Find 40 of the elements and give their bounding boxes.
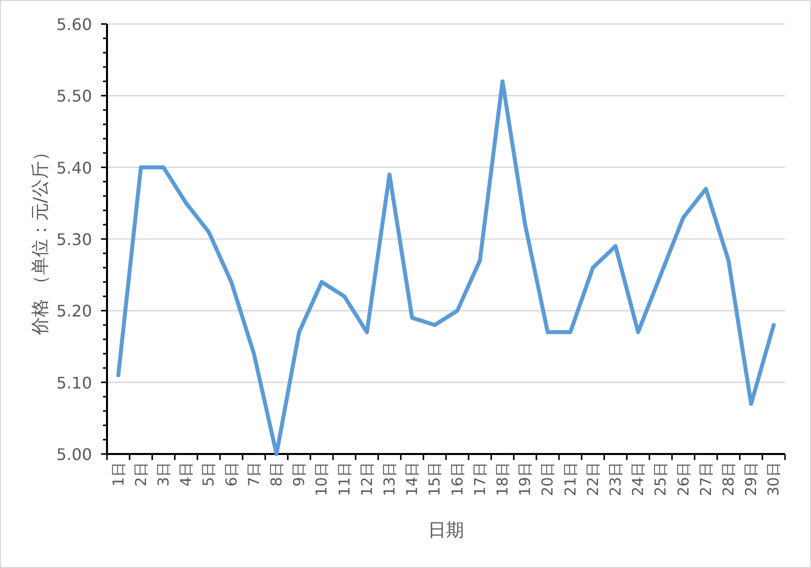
y-tick-label: 5.30: [56, 230, 92, 249]
x-tick-label: 13日: [380, 462, 398, 496]
x-tick-label: 18日: [494, 462, 512, 496]
y-tick-label: 5.50: [56, 86, 92, 106]
y-tick-label: 5.10: [56, 373, 92, 392]
x-tick-label: 2日: [132, 462, 150, 487]
y-axis-title: 价格 （单位：元/公斤）: [30, 143, 51, 336]
x-tick-label: 20日: [538, 462, 557, 496]
x-tick-label: 6日: [222, 462, 240, 487]
x-tick-label: 10日: [312, 462, 331, 496]
x-tick-label: 17日: [470, 462, 489, 496]
x-tick-label: 14日: [403, 462, 422, 496]
y-tick-label: 5.00: [56, 445, 92, 464]
x-tick-label: 9日: [290, 462, 308, 487]
x-tick-label: 15日: [426, 462, 444, 496]
x-tick-label: 1日: [109, 462, 128, 487]
y-tick-label: 5.20: [56, 302, 92, 321]
line-series: [116, 79, 776, 456]
x-tick-label: 25日: [652, 462, 670, 496]
y-tick-label: 5.40: [56, 158, 92, 178]
y-tick-label: 5.60: [56, 15, 92, 34]
x-tick-label: 29日: [742, 462, 760, 496]
x-tick-label: 24日: [629, 462, 648, 496]
x-tick-label: 23日: [606, 462, 624, 496]
x-tick-label: 27日: [696, 462, 715, 496]
x-tick-label: 22日: [584, 462, 602, 496]
x-tick-label: 26日: [674, 462, 692, 496]
x-axis-title: 日期: [428, 520, 464, 541]
x-tick-label: 19日: [516, 462, 534, 496]
x-tick-label: 16日: [448, 462, 466, 496]
x-tick-label: 4日: [177, 462, 196, 487]
x-tick-label: 3日: [154, 462, 172, 487]
x-tick-label: 30日: [764, 462, 783, 496]
x-tick-label: 8日: [268, 462, 286, 487]
x-tick-label: 7日: [244, 462, 263, 487]
x-tick-label: 12日: [358, 462, 376, 496]
x-tick-label: 21日: [561, 462, 580, 496]
x-tick-label: 28日: [720, 462, 738, 496]
x-tick-label: 11日: [335, 462, 354, 496]
x-tick-label: 5日: [200, 462, 218, 487]
